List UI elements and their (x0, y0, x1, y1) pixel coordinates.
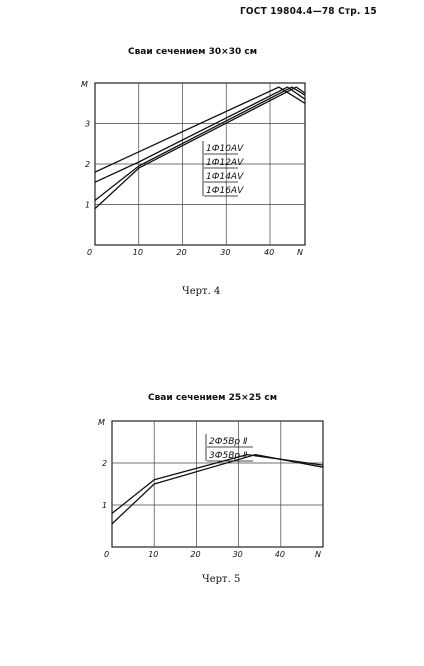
y-tick-label: 1 (102, 501, 107, 510)
page-header: ГОСТ 19804.4—78 Стр. 15 (240, 6, 377, 17)
x-tick-label: 30 (220, 248, 230, 257)
x-axis-label: N (315, 550, 321, 559)
series-line-2 (94, 86, 306, 183)
y-axis-label: M (81, 80, 88, 89)
series-line-4 (94, 86, 306, 210)
y-tick-label: 1 (85, 201, 90, 210)
x-axis-label: N (297, 248, 303, 257)
x-tick-label: 0 (87, 248, 92, 257)
legend-label-2: 3Ф5Вр Ⅱ (209, 451, 248, 461)
legend-label-2: 1Ф12АⅤ (206, 158, 244, 168)
y-axis-label: M (98, 418, 105, 427)
series-line-1 (111, 453, 324, 514)
legend-label-4: 1Ф16АⅤ (206, 186, 244, 196)
chart-1-caption: Черт. 4 (182, 286, 221, 297)
chart-1: 0 10 20 30 40 1 2 3 N M 1Ф10АⅤ 1Ф12АⅤ 1Ф14АⅤ 1Ф16АⅤ (81, 80, 306, 257)
y-tick-label: 2 (102, 459, 107, 468)
legend-label-1: 2Ф5Вр Ⅱ (209, 437, 248, 447)
x-tick-label: 40 (264, 248, 274, 257)
x-tick-label: 0 (104, 550, 109, 559)
chart-1-title: Сваи сечением 30×30 см (128, 47, 258, 57)
x-tick-label: 30 (233, 550, 243, 559)
x-tick-label: 40 (275, 550, 285, 559)
chart-2-caption: Черт. 5 (202, 574, 241, 585)
y-tick-label: 2 (85, 160, 90, 169)
x-tick-label: 10 (148, 550, 158, 559)
x-tick-label: 20 (190, 550, 200, 559)
chart-2-title: Сваи сечением 25×25 см (148, 393, 278, 403)
series-line-2 (111, 453, 324, 525)
legend-label-3: 1Ф14АⅤ (206, 172, 244, 182)
series-line-3 (94, 86, 306, 201)
legend-label-1: 1Ф10АⅤ (206, 144, 244, 154)
x-tick-label: 20 (177, 248, 187, 257)
y-tick-label: 3 (85, 120, 90, 129)
x-tick-label: 10 (133, 248, 143, 257)
series-line-1 (94, 86, 306, 173)
plot-frame (111, 420, 324, 548)
